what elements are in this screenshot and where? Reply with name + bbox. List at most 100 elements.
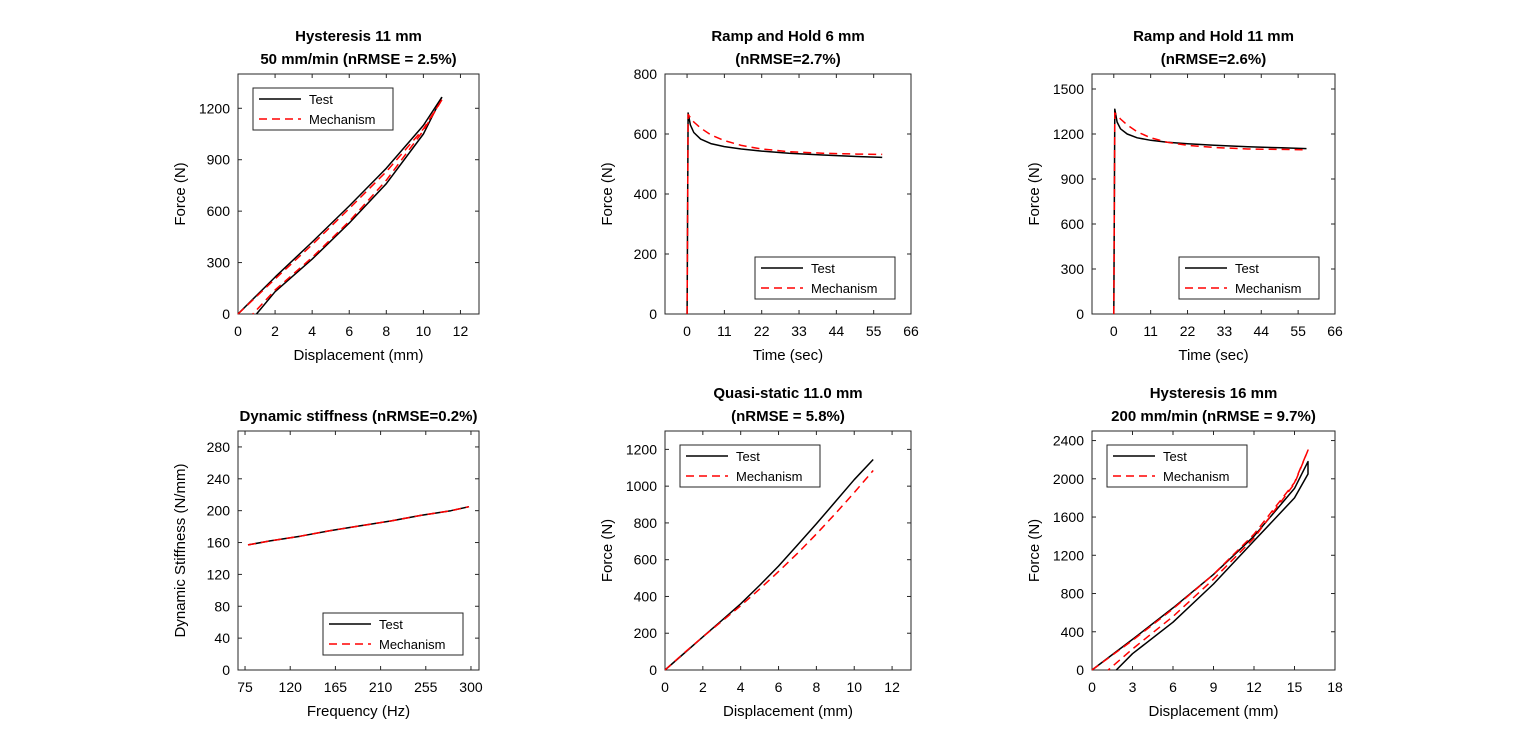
legend: Test Mechanism: [754, 256, 896, 300]
legend: Test Mechanism: [679, 444, 821, 488]
chart-panel-6: 0 3 6 9 12 15 18 0 400 800 1200 1600 2000 2400 Hystere…: [1026, 385, 1343, 720]
chart-title: (nRMSE=2.6%): [1161, 51, 1266, 68]
y-tick-label: 900: [207, 152, 231, 168]
series-line-test: [255, 96, 443, 315]
series-line-mechanism: [1091, 449, 1309, 671]
y-tick-label: 0: [222, 662, 230, 678]
y-tick-label: 2000: [1053, 471, 1084, 487]
x-tick-label: 2: [699, 679, 707, 695]
x-tick-label: 6: [345, 323, 353, 339]
chart-title: Dynamic stiffness (nRMSE=0.2%): [240, 408, 478, 425]
x-axis-label: Displacement (mm): [723, 703, 853, 720]
chart-title: 50 mm/min (nRMSE = 2.5%): [260, 51, 456, 68]
y-tick-label: 280: [207, 439, 231, 455]
x-tick-label: 2: [271, 323, 279, 339]
x-tick-label: 300: [459, 679, 483, 695]
y-tick-label: 1500: [1053, 81, 1084, 97]
y-axis-label: Force (N): [599, 519, 616, 582]
x-axis-label: Time (sec): [753, 347, 823, 364]
x-tick-label: 10: [846, 679, 862, 695]
x-tick-label: 9: [1210, 679, 1218, 695]
y-axis-label: Force (N): [1026, 519, 1043, 582]
legend: Test Mechanism: [1178, 256, 1320, 300]
y-tick-label: 1200: [626, 441, 657, 457]
y-tick-label: 1000: [626, 478, 657, 494]
x-tick-label: 12: [884, 679, 900, 695]
x-tick-label: 11: [717, 323, 732, 339]
legend-box: [252, 87, 394, 131]
y-tick-label: 200: [634, 246, 658, 262]
y-tick-label: 600: [1061, 216, 1085, 232]
chart-panel-5: 0 2 4 6 8 10 12 0 200 400 600 800 1000 1200 Quasi-stat…: [599, 385, 912, 720]
x-tick-label: 11: [1143, 323, 1158, 339]
chart-title: Hysteresis 11 mm: [295, 28, 422, 45]
legend-label: Mechanism: [1163, 469, 1229, 484]
series-line-mechanism: [1113, 112, 1307, 315]
chart-panel-4: 75 120 165 210 255 300 0 40 80 120 160 200 240 280 Dyn…: [172, 408, 483, 720]
x-tick-label: 55: [866, 323, 882, 339]
x-tick-label: 3: [1129, 679, 1137, 695]
legend-label: Mechanism: [811, 281, 877, 296]
x-tick-label: 0: [1088, 679, 1096, 695]
y-tick-label: 400: [1061, 624, 1085, 640]
chart-panel-1: 0 2 4 6 8 10 12 0 300 600 900 1200 Hysteresis 11 mm 5…: [172, 28, 480, 364]
chart-title: Ramp and Hold 11 mm: [1133, 28, 1294, 45]
y-tick-label: 0: [649, 662, 657, 678]
legend-label: Mechanism: [379, 637, 445, 652]
y-tick-label: 600: [634, 552, 658, 568]
y-tick-label: 2400: [1053, 433, 1084, 449]
x-tick-label: 75: [237, 679, 253, 695]
legend-label: Test: [379, 617, 403, 632]
y-tick-label: 400: [634, 186, 658, 202]
x-tick-label: 18: [1327, 679, 1343, 695]
legend-box: [1106, 444, 1248, 488]
y-tick-label: 300: [1061, 261, 1085, 277]
legend-label: Mechanism: [1235, 281, 1301, 296]
x-axis-label: Displacement (mm): [1148, 703, 1278, 720]
chart-title: Hysteresis 16 mm: [1150, 385, 1278, 402]
y-axis-label: Force (N): [1026, 162, 1043, 225]
y-axis-label: Dynamic Stiffness (N/mm): [172, 464, 189, 638]
x-tick-label: 33: [1217, 323, 1233, 339]
y-tick-label: 800: [1061, 586, 1085, 602]
y-tick-label: 0: [222, 306, 230, 322]
x-tick-label: 4: [737, 679, 745, 695]
y-tick-label: 1600: [1053, 509, 1084, 525]
x-axis-label: Frequency (Hz): [307, 703, 410, 720]
legend-label: Mechanism: [309, 112, 375, 127]
chart-title: (nRMSE=2.7%): [735, 51, 840, 68]
x-axis-label: Time (sec): [1178, 347, 1248, 364]
x-tick-label: 0: [1110, 323, 1118, 339]
y-tick-label: 240: [207, 471, 231, 487]
y-axis-label: Force (N): [599, 162, 616, 225]
y-tick-label: 0: [649, 306, 657, 322]
legend: Test Mechanism: [252, 87, 394, 131]
y-tick-label: 600: [207, 203, 231, 219]
y-tick-label: 80: [214, 598, 230, 614]
legend-label: Test: [811, 261, 835, 276]
legend-label: Test: [309, 92, 333, 107]
x-tick-label: 33: [791, 323, 807, 339]
series-line-mechanism: [686, 113, 883, 315]
legend-box: [322, 612, 464, 656]
x-tick-label: 0: [661, 679, 669, 695]
x-tick-label: 10: [416, 323, 432, 339]
chart-panel-3: 0 11 22 33 44 55 66 0 300 600 900 1200 1500 Ramp and …: [1026, 28, 1343, 364]
chart-title: Ramp and Hold 6 mm: [711, 28, 864, 45]
y-tick-label: 800: [634, 66, 658, 82]
y-tick-label: 160: [207, 535, 231, 551]
y-tick-label: 1200: [1053, 547, 1084, 563]
series-line-test: [237, 96, 443, 315]
y-tick-label: 800: [634, 515, 658, 531]
x-tick-label: 120: [279, 679, 303, 695]
x-axis-label: Displacement (mm): [293, 347, 423, 364]
legend-label: Test: [736, 449, 760, 464]
legend-label: Test: [1235, 261, 1259, 276]
series-line-mechanism: [247, 505, 470, 546]
x-tick-label: 8: [812, 679, 820, 695]
x-tick-label: 210: [369, 679, 393, 695]
y-tick-label: 0: [1076, 306, 1084, 322]
chart-title: 200 mm/min (nRMSE = 9.7%): [1111, 408, 1316, 425]
legend-box: [679, 444, 821, 488]
